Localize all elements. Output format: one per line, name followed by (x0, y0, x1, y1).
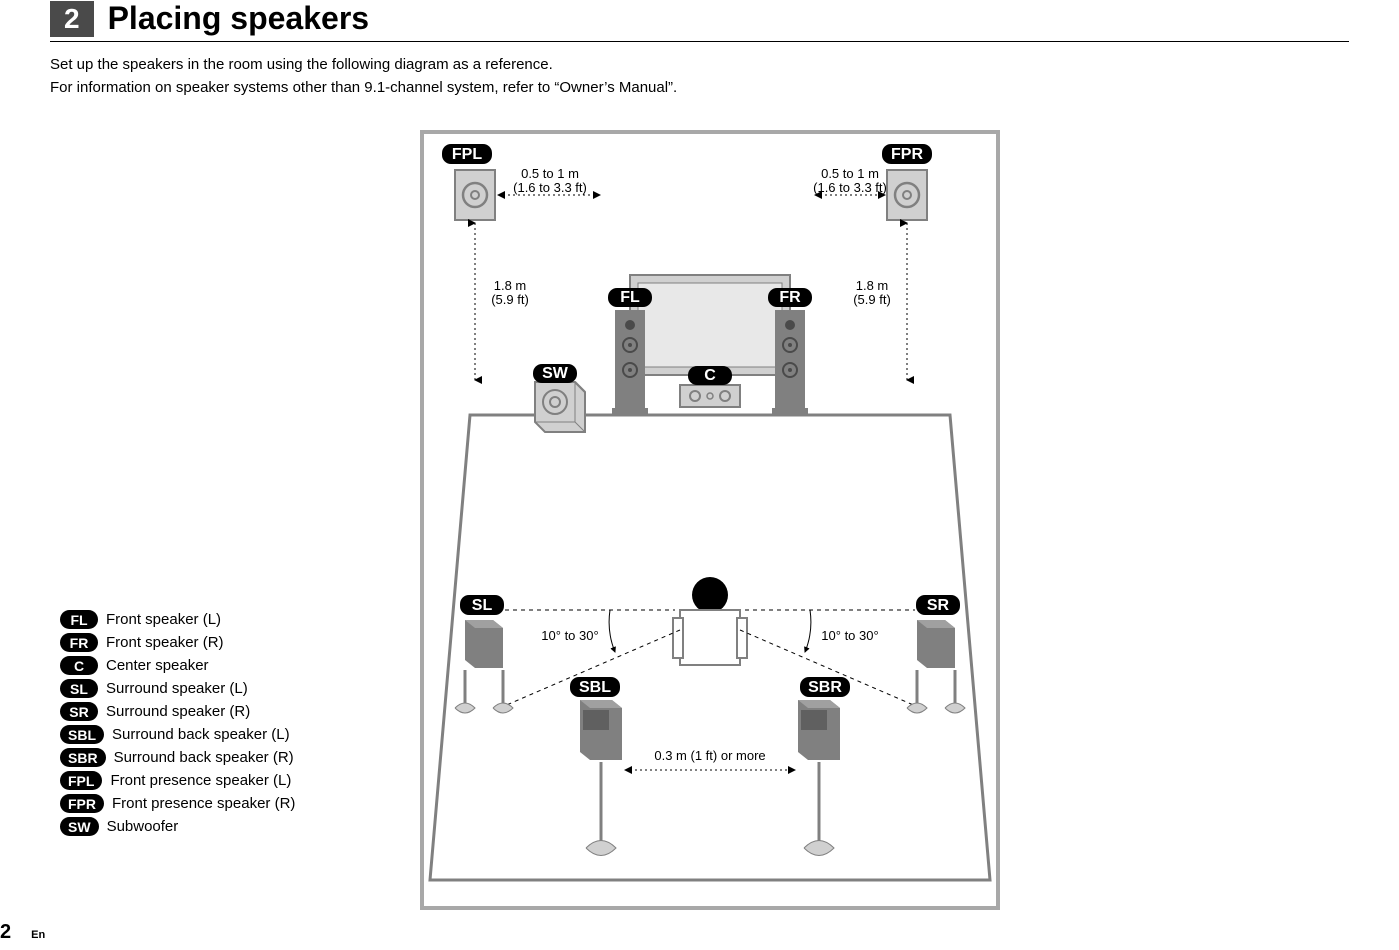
pill-fl: FL (60, 610, 98, 629)
intro-line-1: Set up the speakers in the room using th… (50, 54, 1349, 77)
svg-text:SW: SW (542, 365, 569, 382)
svg-text:C: C (704, 367, 716, 384)
language-code: En (31, 929, 45, 941)
listener-icon (673, 577, 747, 665)
svg-text:FPL: FPL (452, 146, 482, 163)
sbr-speaker-icon (798, 700, 840, 856)
legend-label: Surround back speaker (R) (114, 749, 294, 766)
pill-sbr: SBR (60, 748, 106, 767)
svg-text:SL: SL (472, 597, 493, 614)
svg-text:(1.6 to 3.3 ft): (1.6 to 3.3 ft) (513, 180, 587, 195)
svg-text:FR: FR (779, 289, 801, 306)
legend-row: SBR Surround back speaker (R) (60, 748, 295, 767)
legend-row: FPL Front presence speaker (L) (60, 771, 295, 790)
intro-line-2: For information on speaker systems other… (50, 77, 1349, 100)
pill-fpr: FPR (60, 794, 104, 813)
svg-text:SBR: SBR (808, 679, 842, 696)
fpl-speaker-icon (455, 170, 495, 220)
room-border (422, 132, 998, 908)
legend-row: FPR Front presence speaker (R) (60, 794, 295, 813)
page-number: 2 (0, 921, 11, 944)
pill-fr: FR (60, 633, 98, 652)
legend-label: Surround back speaker (L) (112, 726, 290, 743)
legend-row: SBL Surround back speaker (L) (60, 725, 295, 744)
svg-text:FPR: FPR (891, 146, 923, 163)
svg-text:10° to 30°: 10° to 30° (821, 628, 878, 643)
svg-text:(5.9 ft): (5.9 ft) (491, 292, 529, 307)
sr-speaker-icon (907, 620, 965, 713)
svg-text:(1.6 to 3.3 ft): (1.6 to 3.3 ft) (813, 180, 887, 195)
pill-fpl: FPL (60, 771, 102, 790)
intro-text: Set up the speakers in the room using th… (50, 54, 1349, 99)
legend-row: SR Surround speaker (R) (60, 702, 295, 721)
center-speaker-icon (680, 385, 740, 407)
fpr-speaker-icon (887, 170, 927, 220)
legend-row: FL Front speaker (L) (60, 610, 295, 629)
footer: 2 En (0, 921, 45, 944)
header: 2 Placing speakers (50, 0, 1349, 37)
fl-speaker-icon (612, 310, 648, 414)
legend: FLFront speaker (L) FRFront speaker (R) … (60, 610, 295, 840)
legend-label: Front presence speaker (L) (110, 772, 291, 789)
legend-row: C Center speaker (60, 656, 295, 675)
legend-label: Center speaker (106, 657, 209, 674)
pill-sbl: SBL (60, 725, 104, 744)
sl-speaker-icon (455, 620, 513, 713)
svg-text:0.3 m (1 ft) or more: 0.3 m (1 ft) or more (654, 748, 765, 763)
pill-c: C (60, 656, 98, 675)
svg-text:0.5 to 1 m: 0.5 to 1 m (521, 166, 579, 181)
legend-label: Subwoofer (107, 818, 179, 835)
legend-label: Surround speaker (R) (106, 703, 250, 720)
page-title: Placing speakers (108, 0, 369, 37)
fr-speaker-icon (772, 310, 808, 414)
step-number: 2 (50, 1, 94, 37)
svg-text:(5.9 ft): (5.9 ft) (853, 292, 891, 307)
svg-text:1.8 m: 1.8 m (494, 278, 527, 293)
legend-row: SL Surround speaker (L) (60, 679, 295, 698)
legend-label: Surround speaker (L) (106, 680, 248, 697)
legend-label: Front speaker (L) (106, 611, 221, 628)
speaker-diagram: C FL FR SW FPL (420, 130, 1000, 915)
header-rule (50, 41, 1349, 42)
svg-text:SBL: SBL (579, 679, 611, 696)
pill-sr: SR (60, 702, 98, 721)
legend-label: Front speaker (R) (106, 634, 224, 651)
sbl-speaker-icon (580, 700, 622, 856)
svg-text:0.5 to 1 m: 0.5 to 1 m (821, 166, 879, 181)
subwoofer-icon (535, 382, 585, 432)
svg-text:1.8 m: 1.8 m (856, 278, 889, 293)
svg-text:SR: SR (927, 597, 950, 614)
legend-row: SW Subwoofer (60, 817, 295, 836)
svg-text:10° to 30°: 10° to 30° (541, 628, 598, 643)
legend-label: Front presence speaker (R) (112, 795, 295, 812)
legend-row: FR Front speaker (R) (60, 633, 295, 652)
pill-sw: SW (60, 817, 99, 836)
pill-sl: SL (60, 679, 98, 698)
svg-text:FL: FL (620, 289, 640, 306)
